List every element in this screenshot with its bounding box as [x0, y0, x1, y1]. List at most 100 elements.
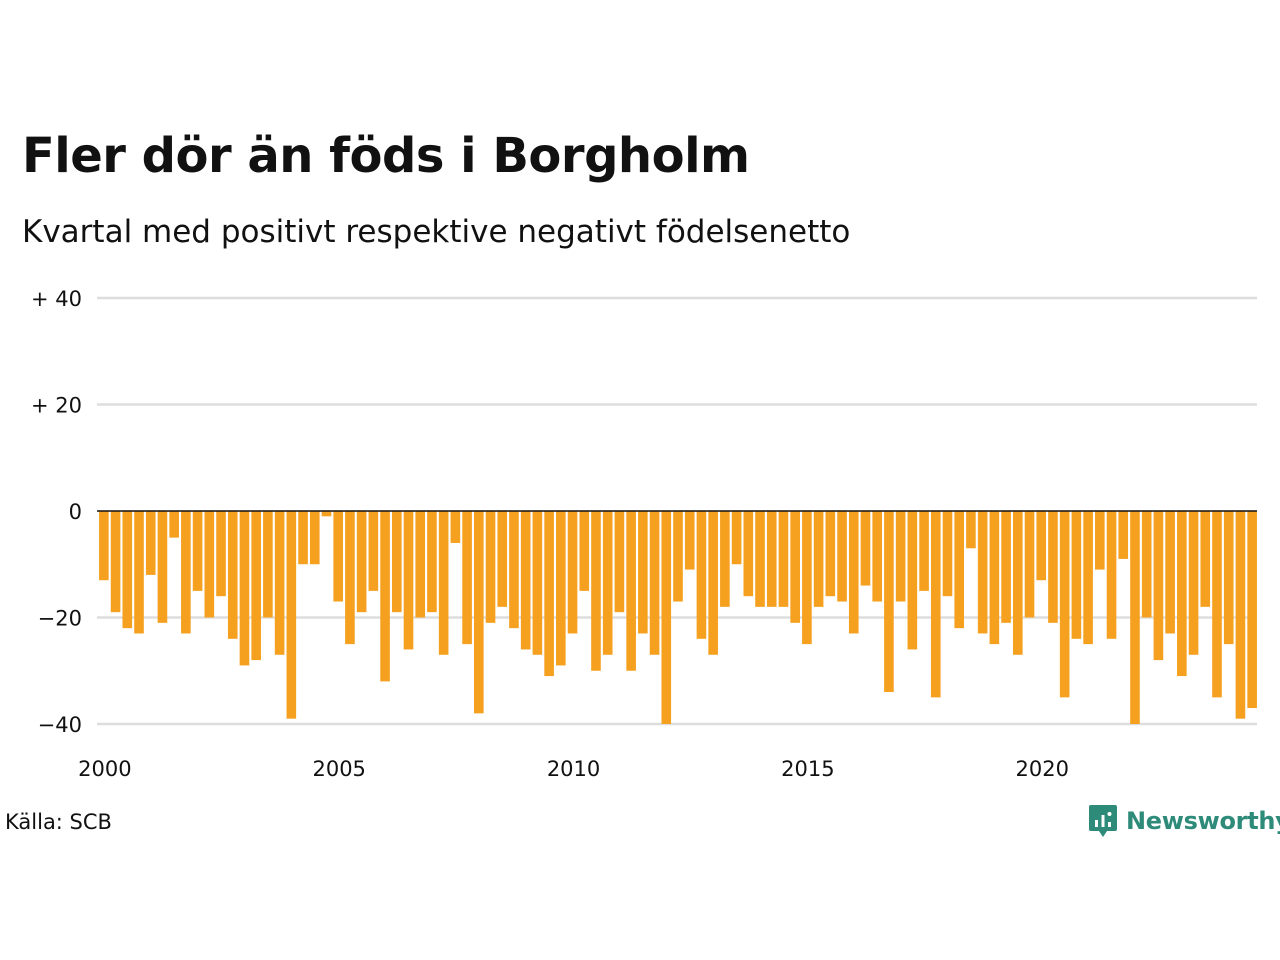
bar — [438, 511, 449, 655]
bar — [614, 511, 625, 613]
bar — [134, 511, 144, 634]
bar — [731, 511, 742, 565]
bar — [837, 511, 847, 602]
bar — [227, 511, 238, 639]
bar — [567, 511, 578, 634]
bar — [251, 511, 261, 661]
bar — [169, 511, 179, 538]
bar — [872, 511, 882, 602]
bar — [509, 511, 519, 629]
bar — [145, 511, 156, 575]
bar — [345, 511, 355, 645]
bar — [579, 511, 590, 591]
bar — [954, 511, 965, 629]
bars — [99, 511, 1257, 724]
bar — [743, 511, 754, 597]
bar — [884, 511, 894, 693]
bar — [591, 511, 601, 671]
bar — [204, 511, 215, 618]
bar — [755, 511, 765, 607]
bar — [1212, 511, 1222, 698]
bar — [766, 511, 777, 607]
bar — [942, 511, 953, 597]
bar — [1024, 511, 1035, 618]
bar — [1071, 511, 1082, 639]
bar — [919, 511, 929, 591]
bar — [1165, 511, 1175, 634]
bar — [708, 511, 718, 655]
bar — [977, 511, 988, 634]
bar — [309, 511, 320, 565]
newsworthy-logo-icon — [1089, 805, 1117, 837]
bar — [638, 511, 648, 634]
bar — [391, 511, 402, 613]
bar — [802, 511, 812, 645]
bar — [532, 511, 543, 655]
x-tick-label: 2015 — [781, 757, 834, 781]
y-tick-label: −20 — [38, 607, 82, 631]
bar — [813, 511, 824, 607]
bar — [474, 511, 484, 714]
bar — [157, 511, 168, 623]
bar — [427, 511, 437, 613]
bar — [1223, 511, 1234, 645]
brand[interactable]: Newsworthy — [1088, 803, 1280, 839]
bar — [626, 511, 636, 671]
bar — [298, 511, 308, 565]
bar — [263, 511, 273, 618]
bar — [1153, 511, 1164, 661]
bar — [1200, 511, 1211, 607]
bar — [1130, 511, 1140, 724]
bar — [907, 511, 918, 650]
bar — [122, 511, 133, 629]
bar — [1177, 511, 1187, 677]
bar — [333, 511, 344, 602]
bar — [1012, 511, 1023, 655]
bar — [989, 511, 1000, 645]
bar — [368, 511, 379, 591]
bar — [1059, 511, 1070, 698]
bar — [895, 511, 906, 602]
bar — [1106, 511, 1117, 639]
bar — [462, 511, 472, 645]
bar — [720, 511, 730, 607]
bar — [1235, 511, 1246, 719]
bar — [1188, 511, 1199, 655]
bar — [99, 511, 109, 581]
y-tick-label: + 20 — [31, 394, 82, 418]
bar — [860, 511, 871, 586]
bar — [673, 511, 683, 602]
y-tick-label: + 40 — [31, 287, 82, 311]
bar — [966, 511, 976, 549]
bar — [544, 511, 554, 677]
x-tick-label: 2020 — [1016, 757, 1069, 781]
chart-subtitle: Kvartal med positivt respektive negativt… — [22, 214, 851, 250]
bar — [497, 511, 508, 607]
bar — [696, 511, 707, 639]
y-tick-label: −40 — [38, 713, 82, 737]
bar — [181, 511, 191, 634]
bar — [930, 511, 941, 698]
bar — [380, 511, 390, 682]
bar — [1095, 511, 1105, 570]
bar — [661, 511, 672, 724]
bar — [556, 511, 566, 666]
bar — [403, 511, 414, 650]
bar — [790, 511, 800, 623]
bar — [321, 511, 332, 517]
source-note: Källa: SCB — [5, 810, 112, 834]
bar — [649, 511, 660, 655]
bar — [110, 511, 121, 613]
bar — [825, 511, 836, 597]
y-tick-label: 0 — [69, 500, 82, 524]
bar — [286, 511, 297, 719]
bar — [485, 511, 496, 623]
bar — [356, 511, 367, 613]
bar — [778, 511, 789, 607]
bar — [192, 511, 203, 591]
bar — [602, 511, 613, 655]
bar — [1141, 511, 1152, 618]
bar — [1083, 511, 1093, 645]
bar — [450, 511, 461, 543]
